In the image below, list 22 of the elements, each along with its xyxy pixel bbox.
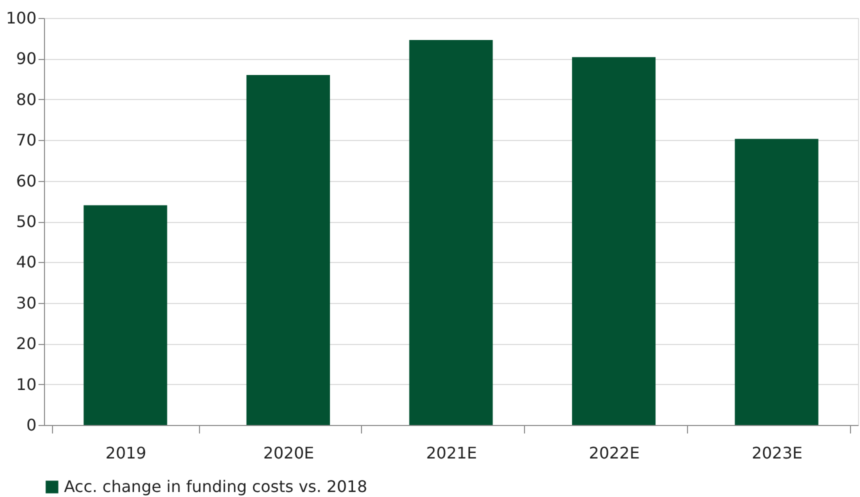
y-tick-label: 40 xyxy=(16,252,36,272)
x-tick-label: 2019 xyxy=(106,444,146,462)
bar xyxy=(246,74,330,425)
y-tick-label: 70 xyxy=(16,130,36,150)
y-tick-label: 60 xyxy=(16,171,36,190)
x-tick-label: 2020E xyxy=(263,444,314,462)
y-tick-label: 0 xyxy=(26,416,36,434)
y-tick-label: 90 xyxy=(16,49,36,68)
x-tick-label: 2021E xyxy=(426,444,477,462)
y-tick-label: 50 xyxy=(16,212,36,231)
x-tick-label: 2022E xyxy=(588,444,640,462)
y-tick-label: 10 xyxy=(16,374,36,394)
bar xyxy=(409,40,493,425)
y-tick-label: 30 xyxy=(16,293,36,312)
bar xyxy=(84,205,168,425)
legend-label: Acc. change in funding costs vs. 2018 xyxy=(64,477,368,496)
y-tick-label: 100 xyxy=(6,8,36,28)
bar xyxy=(734,138,818,425)
bar xyxy=(572,57,656,425)
y-tick-label: 20 xyxy=(16,334,36,354)
y-tick-label: 80 xyxy=(16,90,36,109)
x-tick-label: 2023E xyxy=(752,444,803,462)
